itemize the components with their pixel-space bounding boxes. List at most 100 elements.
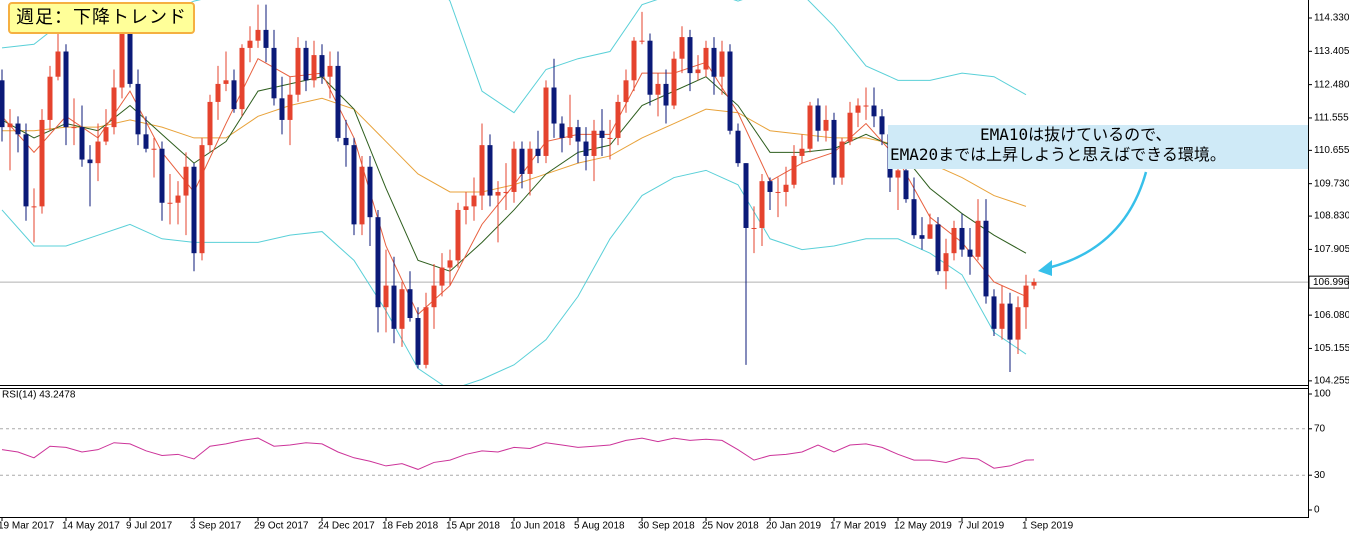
candle-body xyxy=(103,127,109,142)
candle-body xyxy=(535,148,541,156)
candle-body xyxy=(87,159,93,164)
candle-body xyxy=(663,83,669,106)
indicator-line xyxy=(1,169,1027,385)
current-price-box xyxy=(1308,275,1349,289)
x-tick-label: 14 May 2017 xyxy=(62,521,120,532)
candle-body xyxy=(607,137,613,139)
candle-body xyxy=(279,98,285,120)
candle-body xyxy=(303,47,309,81)
candle-body xyxy=(479,145,485,196)
candle-body xyxy=(831,119,837,178)
candle-body xyxy=(455,209,461,261)
candle-body xyxy=(703,47,709,70)
candle-body xyxy=(623,80,629,102)
candle-body xyxy=(895,170,901,178)
candle-body xyxy=(127,33,133,84)
candle-body xyxy=(183,166,189,196)
candle-body xyxy=(1007,303,1013,340)
candle-body xyxy=(295,47,301,95)
rsi-tick-label: 70 xyxy=(1314,423,1326,434)
candle-body xyxy=(311,55,317,81)
candle-body xyxy=(599,130,605,138)
candle-body xyxy=(791,155,797,185)
x-tick-label: 30 Sep 2018 xyxy=(638,521,695,532)
candle-body xyxy=(63,51,69,128)
candle-body xyxy=(839,141,845,178)
candle-body xyxy=(39,119,45,207)
x-tick-label: 12 May 2019 xyxy=(894,521,952,532)
y-tick-label: 111.555 xyxy=(1314,113,1349,124)
candle-body xyxy=(111,87,117,128)
candle-body xyxy=(223,80,229,84)
candle-body xyxy=(15,123,21,135)
candle-body xyxy=(879,116,885,135)
candle-body xyxy=(935,224,941,272)
candle-body xyxy=(903,170,909,200)
rsi-panel xyxy=(0,428,1308,476)
candle-body xyxy=(135,83,141,135)
candle-body xyxy=(335,65,341,138)
candle-body xyxy=(735,130,741,164)
rsi-tick-label: 30 xyxy=(1314,470,1326,481)
candle-body xyxy=(631,40,637,81)
annotation-line: EMA20までは上昇しようと思えばできる環境。 xyxy=(890,145,1226,164)
candle-body xyxy=(591,130,597,156)
candle-body xyxy=(175,195,181,203)
candle-body xyxy=(815,105,821,131)
candle-body xyxy=(407,289,413,319)
x-tick-label: 1 Sep 2019 xyxy=(1022,521,1074,532)
arrow-shaft xyxy=(1047,171,1148,270)
candle-body xyxy=(0,80,5,128)
candle-body xyxy=(527,148,533,174)
candle-body xyxy=(423,307,429,365)
candle-body xyxy=(807,105,813,149)
annotation-arrow xyxy=(1038,171,1148,276)
candle-body xyxy=(415,318,421,365)
candle-body xyxy=(271,47,277,99)
candle-body xyxy=(495,191,501,196)
x-tick-label: 10 Jun 2018 xyxy=(510,521,565,532)
candle-body xyxy=(119,33,125,88)
x-tick-label: 3 Sep 2017 xyxy=(190,521,242,532)
candle-body xyxy=(519,148,525,174)
y-tick-label: 114.330 xyxy=(1314,13,1349,24)
candle-body xyxy=(151,148,157,150)
candle-body xyxy=(343,137,349,146)
annotation-line: EMA10は抜けているので、 xyxy=(980,125,1172,144)
candle-body xyxy=(583,141,589,156)
candle-body xyxy=(567,127,573,138)
candle-body xyxy=(7,123,13,128)
candle-body xyxy=(399,289,405,329)
price-panel xyxy=(0,0,1308,385)
candle-body xyxy=(431,285,437,308)
candle-body xyxy=(383,285,389,308)
x-tick-label: 18 Feb 2018 xyxy=(382,521,439,532)
x-tick-label: 9 Jul 2017 xyxy=(126,521,173,532)
candle-body xyxy=(471,195,477,207)
candle-body xyxy=(639,40,645,42)
candle-body xyxy=(543,87,549,156)
candle-body xyxy=(287,94,293,120)
candle-body xyxy=(999,303,1005,329)
candle-body xyxy=(79,127,85,160)
y-tick-label: 105.155 xyxy=(1314,343,1349,354)
candle-body xyxy=(47,76,53,120)
candle-body xyxy=(751,227,757,229)
candle-body xyxy=(31,206,37,208)
candle-body xyxy=(231,80,237,110)
indicator-line xyxy=(1,76,1027,272)
current-price-label: 106.996 xyxy=(1313,277,1349,288)
candle-body xyxy=(551,87,557,124)
candle-body xyxy=(983,220,989,297)
rsi-line xyxy=(1,437,1035,470)
candle-body xyxy=(927,224,933,239)
x-tick-label: 29 Oct 2017 xyxy=(254,521,309,532)
candle-body xyxy=(743,163,749,228)
candle-body xyxy=(159,148,165,203)
x-tick-label: 24 Dec 2017 xyxy=(318,521,375,532)
candle-body xyxy=(575,127,581,142)
candle-body xyxy=(447,260,453,268)
candle-body xyxy=(759,181,765,228)
